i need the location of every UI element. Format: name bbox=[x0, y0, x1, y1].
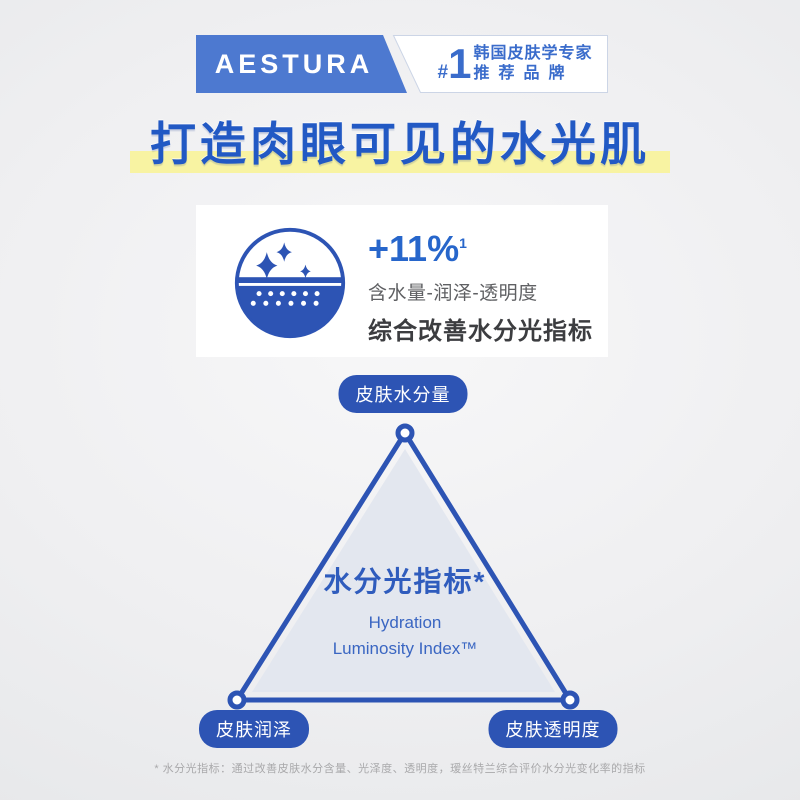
stat-card: +11%1 含水量-润泽-透明度 综合改善水分光指标 bbox=[196, 205, 608, 357]
label-skin-moisture: 皮肤水分量 bbox=[338, 375, 468, 413]
vertex-top-icon bbox=[395, 423, 415, 443]
badge-claim-lines: 韩国皮肤学专家 推荐品牌 bbox=[473, 44, 592, 84]
triangle-outline bbox=[234, 430, 573, 703]
page-title: 打造肉眼可见的水光肌 bbox=[150, 118, 650, 170]
badge-claim: # 1 韩国皮肤学专家 推荐品牌 bbox=[432, 35, 598, 93]
stat-footnote-marker: 1 bbox=[459, 235, 467, 251]
stat-subtitle: 含水量-润泽-透明度 bbox=[368, 282, 538, 304]
hydration-sparkle-icon bbox=[234, 227, 346, 339]
badge-white-panel bbox=[392, 35, 608, 93]
brand-badge: AESTURA # 1 韩国皮肤学专家 推荐品牌 bbox=[196, 35, 608, 93]
index-subtitle-line2: Luminosity Index™ bbox=[332, 639, 478, 658]
sparkle-shapes bbox=[256, 242, 311, 280]
vertex-bottom-left-icon bbox=[227, 690, 247, 710]
badge-background-shapes bbox=[196, 35, 608, 93]
stat-card-text: +11%1 含水量-润泽-透明度 综合改善水分光指标 bbox=[368, 229, 593, 346]
index-subtitle-line1: Hydration bbox=[368, 613, 442, 632]
badge-blue-panel bbox=[196, 35, 407, 93]
brand-logo: AESTURA bbox=[214, 48, 374, 79]
headline-highlight-bar bbox=[130, 151, 670, 173]
triangle-fill bbox=[252, 449, 555, 692]
rank-hash: # bbox=[437, 62, 449, 83]
footnote: * 水分光指标：通过改善皮肤水分含量、光泽度、透明度，瑷丝特兰综合评价水分光变化… bbox=[154, 763, 646, 775]
rank-number: # 1 bbox=[437, 40, 472, 87]
index-title: 水分光指标* bbox=[323, 566, 487, 597]
index-subtitle: Hydration Luminosity Index™ bbox=[255, 610, 555, 662]
badge-claim-line1: 韩国皮肤学专家 bbox=[473, 45, 593, 62]
stat-value: +11%1 bbox=[368, 228, 467, 269]
badge-claim-line2: 推荐品牌 bbox=[473, 65, 574, 82]
vertex-bottom-right-icon bbox=[560, 690, 580, 710]
stat-description: 综合改善水分光指标 bbox=[368, 317, 593, 345]
triangle-icon bbox=[227, 423, 580, 710]
label-skin-clarity: 皮肤透明度 bbox=[488, 710, 618, 748]
triangle-center-text: 水分光指标* Hydration Luminosity Index™ bbox=[255, 560, 555, 662]
headline-section: 打造肉眼可见的水光肌 bbox=[0, 108, 800, 178]
label-skin-radiance: 皮肤润泽 bbox=[199, 710, 309, 748]
